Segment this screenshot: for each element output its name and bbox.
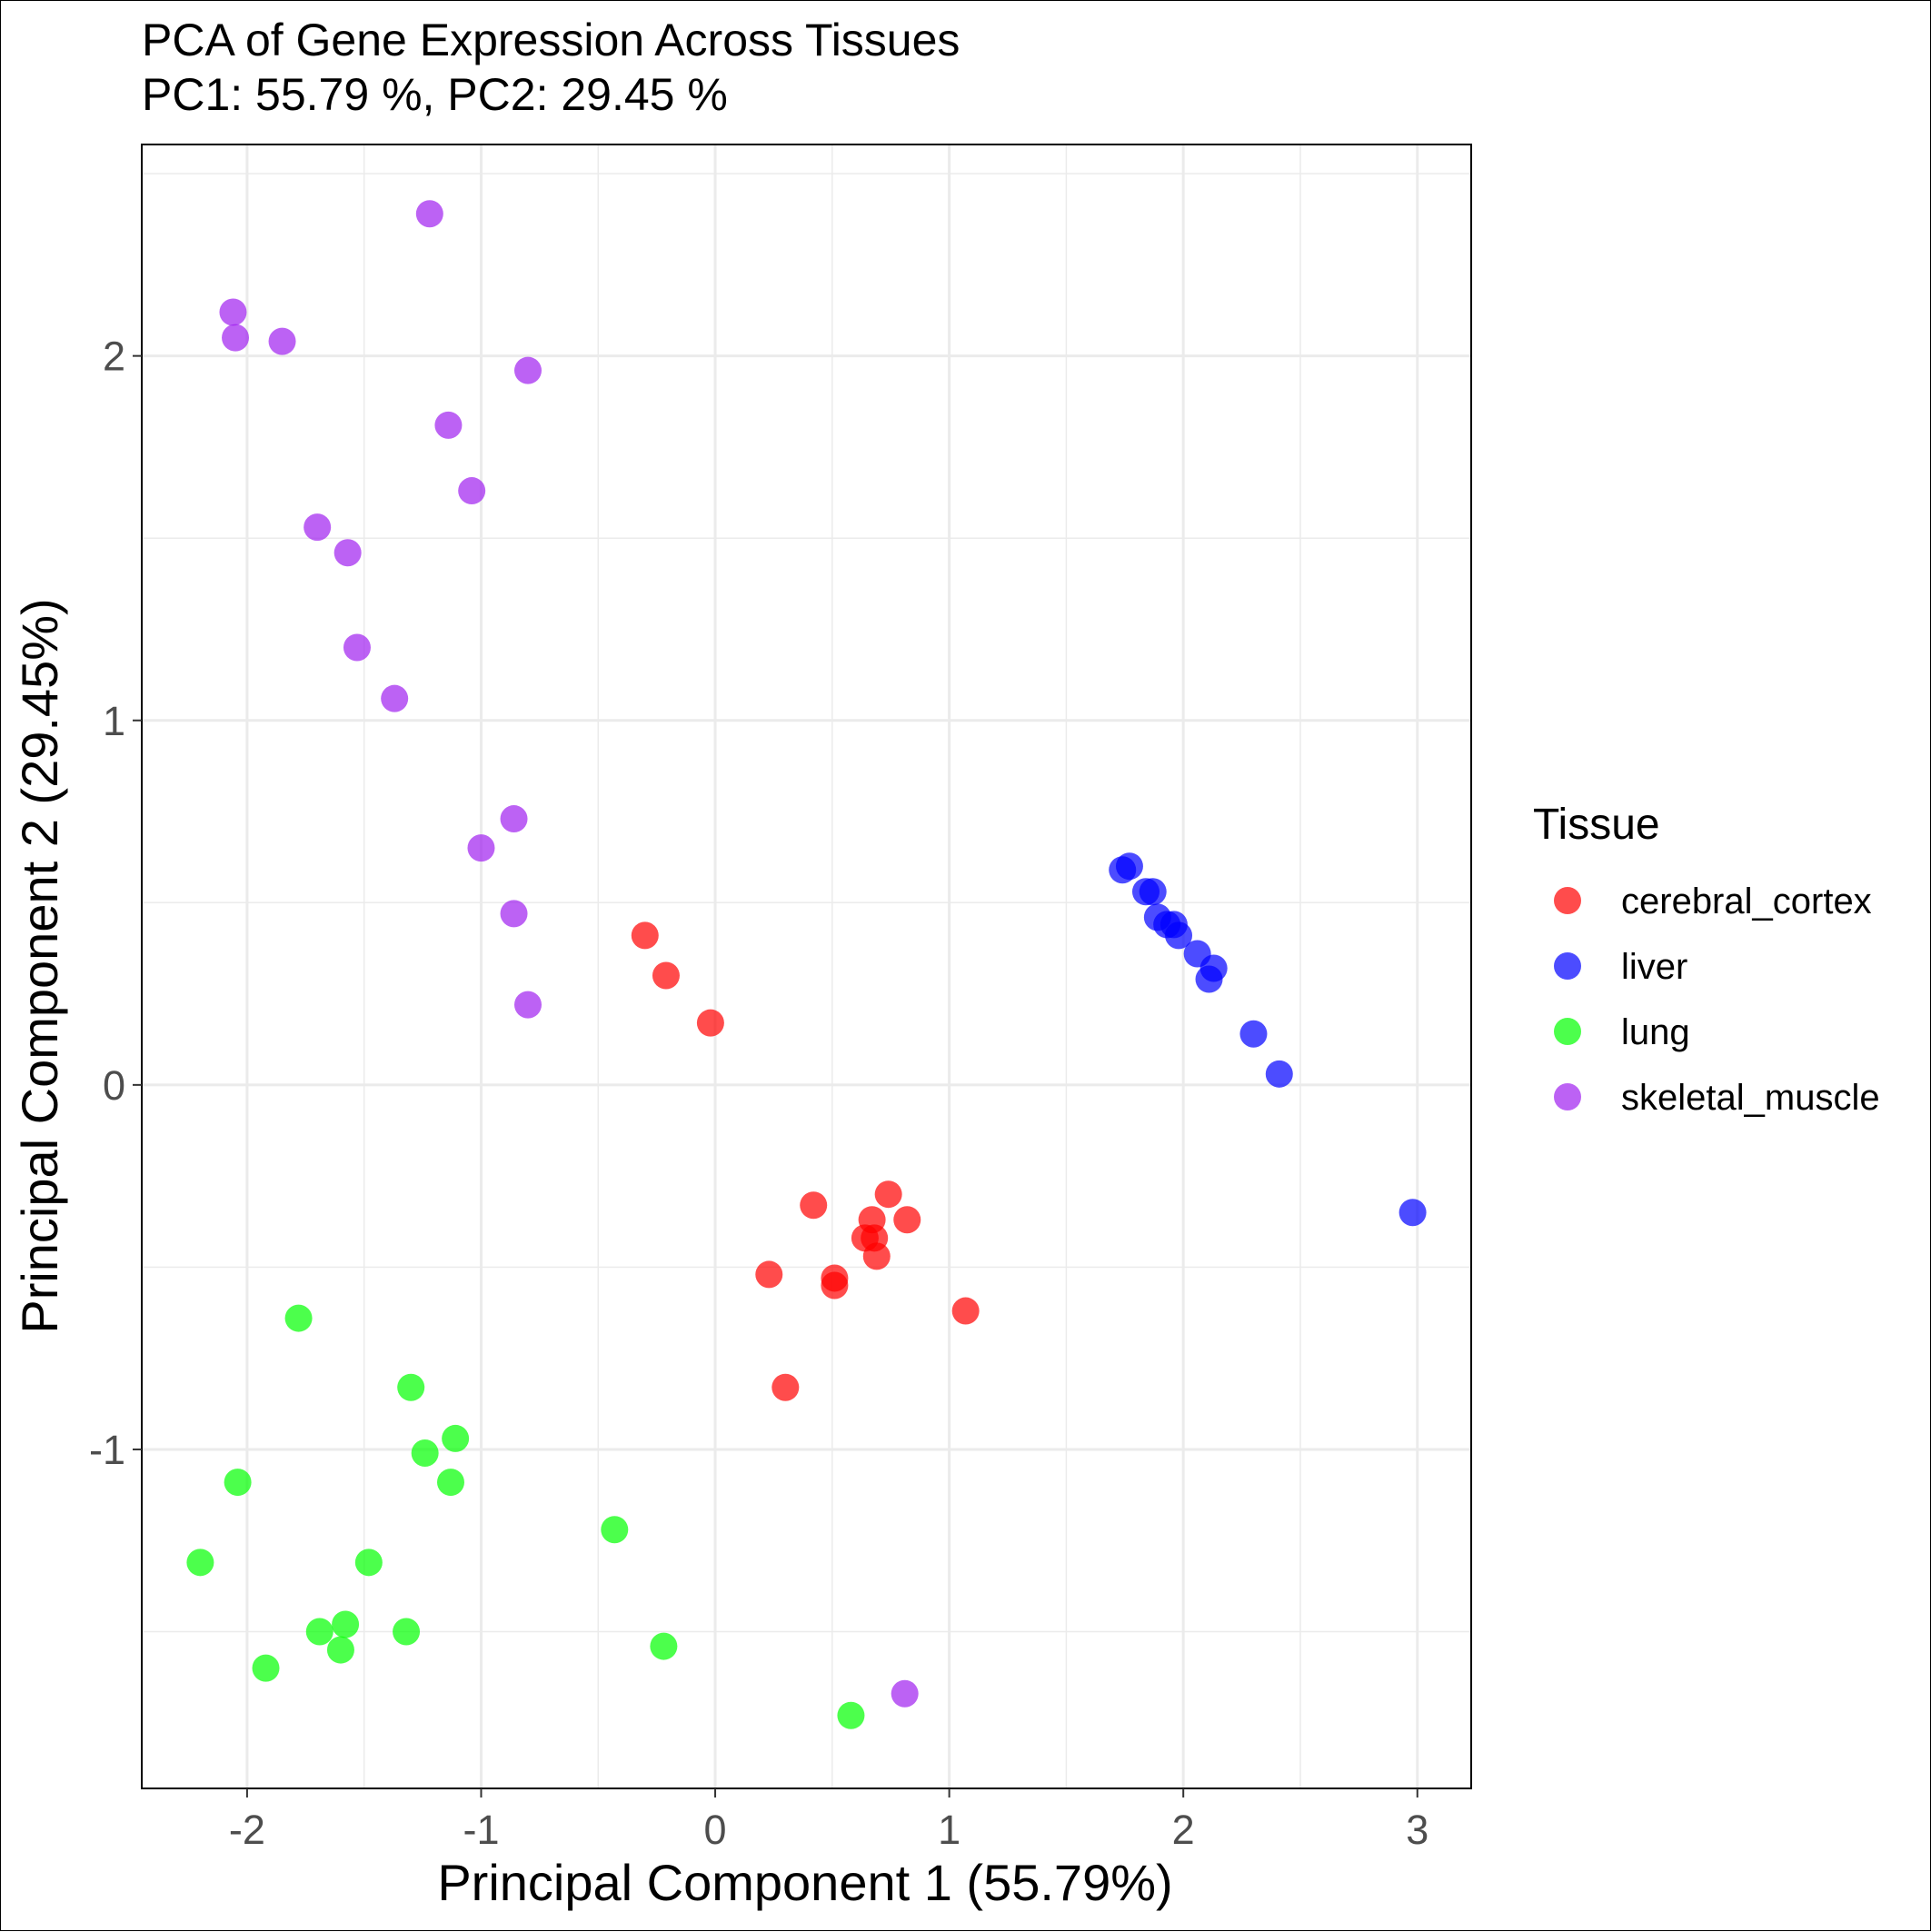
data-point <box>513 991 542 1019</box>
data-point <box>1265 1060 1293 1088</box>
legend-key-skeletal-muscle <box>1554 1083 1581 1110</box>
legend-key-cerebral-cortex <box>1554 887 1581 914</box>
series-skeletal-muscle <box>219 200 919 1708</box>
y-tick-label: 2 <box>103 334 125 380</box>
data-point <box>333 539 362 567</box>
data-point <box>696 1009 724 1037</box>
data-point <box>755 1260 783 1289</box>
series-liver <box>1109 852 1427 1227</box>
data-point <box>411 1439 439 1467</box>
data-point <box>252 1654 280 1682</box>
x-tick-label: 2 <box>1172 1807 1195 1853</box>
data-point <box>874 1180 902 1209</box>
data-point <box>458 477 486 505</box>
data-point <box>1239 1020 1268 1048</box>
grid-major-lines <box>142 144 1471 1788</box>
x-tick-label: 3 <box>1406 1807 1428 1853</box>
data-point <box>800 1191 828 1220</box>
data-point <box>893 1206 921 1234</box>
data-point <box>1195 965 1223 993</box>
data-point <box>434 411 463 439</box>
data-point <box>304 513 332 542</box>
y-axis-title: Principal Component 2 (29.45%) <box>11 598 68 1333</box>
data-point <box>305 1618 333 1646</box>
data-point <box>332 1610 360 1638</box>
data-point <box>381 684 409 712</box>
data-point <box>326 1636 354 1664</box>
data-point <box>343 633 371 662</box>
data-point <box>862 1242 891 1270</box>
y-tick-label: -1 <box>89 1427 125 1473</box>
data-point <box>631 921 659 950</box>
legend-key-liver <box>1554 952 1581 980</box>
data-point <box>1165 921 1193 950</box>
y-tick-label: 1 <box>103 698 125 744</box>
data-points <box>186 200 1427 1729</box>
data-point <box>652 961 680 990</box>
data-point <box>397 1373 425 1401</box>
x-tick-label: 1 <box>938 1807 961 1853</box>
data-point <box>951 1297 980 1325</box>
legend-label: liver <box>1621 947 1687 987</box>
data-point <box>467 834 495 862</box>
chart-title: PCA of Gene Expression Across Tissues <box>142 15 960 65</box>
data-point <box>821 1271 849 1300</box>
data-point <box>1398 1199 1427 1227</box>
data-point <box>224 1469 252 1497</box>
x-axis-ticks: -2 -1 0 1 2 3 <box>229 1788 1428 1853</box>
legend-label: skeletal_muscle <box>1621 1078 1880 1118</box>
x-tick-label: -2 <box>229 1807 265 1853</box>
data-point <box>222 324 250 352</box>
y-axis-ticks: -1 0 1 2 <box>89 334 142 1473</box>
legend-label: lung <box>1621 1012 1690 1052</box>
data-point <box>186 1549 214 1577</box>
series-lung <box>186 1304 865 1729</box>
data-point <box>393 1618 421 1646</box>
data-point <box>1115 852 1143 881</box>
data-point <box>284 1304 313 1332</box>
data-point <box>442 1424 470 1452</box>
data-point <box>500 900 528 928</box>
data-point <box>650 1632 678 1660</box>
chart-subtitle: PC1: 55.79 %, PC2: 29.45 % <box>142 69 728 120</box>
x-axis-title: Principal Component 1 (55.79%) <box>437 1854 1172 1911</box>
x-tick-label: -1 <box>463 1807 499 1853</box>
y-tick-label: 0 <box>103 1062 125 1109</box>
data-point <box>771 1373 800 1401</box>
data-point <box>436 1469 464 1497</box>
data-point <box>500 805 528 833</box>
data-point <box>268 327 296 355</box>
plot-panel-border <box>141 144 1472 1789</box>
x-tick-label: 0 <box>704 1807 727 1853</box>
data-point <box>513 356 542 384</box>
data-point <box>415 200 443 228</box>
data-point <box>354 1549 383 1577</box>
data-point <box>219 298 247 326</box>
grid-minor-lines <box>142 144 1471 1788</box>
data-point <box>891 1679 919 1708</box>
legend-label: cerebral_cortex <box>1621 881 1872 921</box>
data-point <box>1139 878 1167 906</box>
data-point <box>837 1701 865 1729</box>
legend-key-lung <box>1554 1018 1581 1045</box>
series-cerebral-cortex <box>631 921 980 1401</box>
legend-title: Tissue <box>1533 801 1660 849</box>
data-point <box>601 1516 629 1544</box>
